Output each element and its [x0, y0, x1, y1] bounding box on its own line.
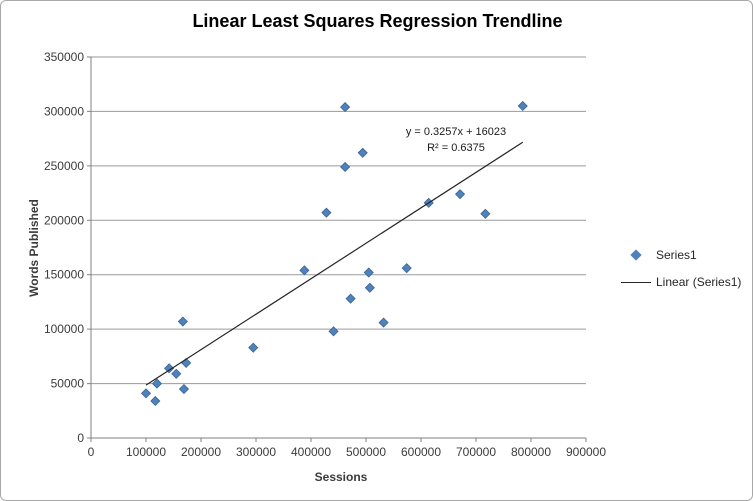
trendline-line-icon [621, 281, 651, 283]
data-point-diamond [340, 161, 351, 173]
data-point-diamond [177, 316, 188, 327]
data-point-diamond [454, 189, 466, 200]
trendline [145, 141, 524, 386]
x-tick-label: 0 [88, 445, 95, 459]
data-point-diamond [357, 147, 368, 158]
x-tick-label: 500000 [346, 445, 386, 459]
data-point-diamond [321, 207, 332, 218]
data-point-diamond [151, 378, 163, 389]
legend-icon-box [619, 281, 653, 283]
x-tick-label: 400000 [291, 445, 331, 459]
x-axis-title: Sessions [314, 470, 368, 484]
y-tick-label: 150000 [44, 268, 84, 282]
series1-diamond-icon [630, 249, 642, 261]
data-point-diamond [378, 317, 389, 328]
y-tick-label: 100000 [44, 322, 84, 336]
x-tick-label: 600000 [401, 445, 441, 459]
y-tick-label: 250000 [44, 159, 84, 173]
x-tick-label: 900000 [566, 445, 606, 459]
data-point-diamond [480, 208, 491, 219]
data-point-diamond [340, 102, 351, 113]
y-axis-title: Words Published [27, 199, 41, 297]
data-point-diamond [164, 363, 175, 374]
data-point-diamond [150, 395, 161, 407]
legend-label-linear: Linear (Series1) [656, 275, 742, 289]
legend-label-series1: Series1 [656, 248, 697, 262]
y-tick-label: 350000 [44, 50, 84, 64]
data-point-diamond [140, 388, 152, 399]
r-squared-label: R² = 0.6375 [427, 142, 485, 154]
data-point-diamond [345, 293, 356, 304]
data-point-diamond [328, 326, 339, 337]
trendline-annotation: y = 0.3257x + 16023 R² = 0.6375 [386, 124, 526, 156]
y-tick-label: 300000 [44, 104, 84, 118]
legend-entry-series1: Series1 [619, 248, 741, 262]
x-tick-label: 800000 [511, 445, 551, 459]
legend-entry-linear: Linear (Series1) [619, 275, 741, 289]
x-tick-label: 300000 [236, 445, 276, 459]
trendline-equation-label: y = 0.3257x + 16023 [405, 126, 507, 138]
data-point-diamond [171, 368, 182, 379]
y-tick-label: 50000 [51, 377, 85, 391]
y-tick-label: 200000 [44, 213, 84, 227]
data-point-diamond [401, 263, 412, 274]
data-point-diamond [248, 342, 259, 353]
data-point-diamond [299, 265, 310, 276]
chart-title: Linear Least Squares Regression Trendlin… [192, 11, 563, 31]
legend: Series1 Linear (Series1) [619, 248, 741, 289]
x-tick-label: 100000 [126, 445, 166, 459]
y-tick-label: 0 [77, 431, 84, 445]
x-tick-label: 200000 [181, 445, 221, 459]
data-point-diamond [517, 100, 528, 112]
data-point-diamond [363, 267, 374, 278]
data-point-diamond [364, 282, 375, 293]
data-point-diamond [178, 383, 190, 395]
x-tick-label: 700000 [456, 445, 496, 459]
legend-icon-box [619, 249, 653, 261]
